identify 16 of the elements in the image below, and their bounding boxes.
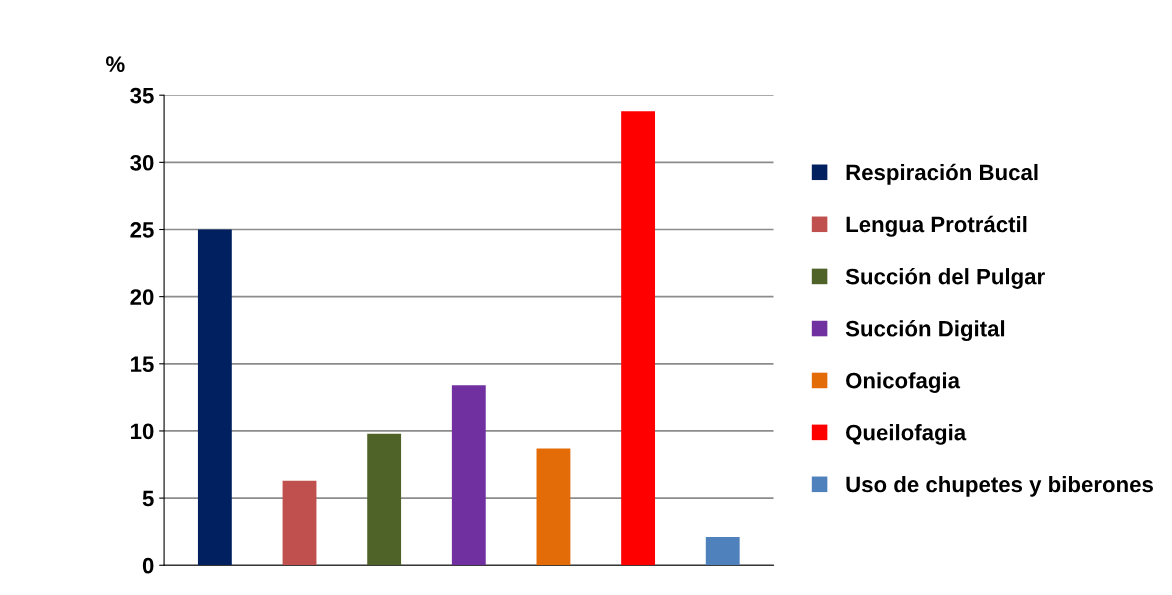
legend-label: Onicofagia bbox=[846, 372, 961, 393]
y-tick-label: 0 bbox=[142, 557, 154, 574]
y-tick-label: 5 bbox=[142, 490, 154, 507]
y-tick-label: 15 bbox=[131, 356, 154, 373]
legend-label: Lengua Protráctil bbox=[846, 215, 1027, 237]
y-tick-label: 20 bbox=[130, 289, 154, 305]
legend-label: Respiración Bucal bbox=[846, 163, 1038, 185]
y-tick-label: 10 bbox=[131, 423, 154, 440]
legend-label: Queilofagia bbox=[846, 424, 967, 445]
legend-label: Succión del Pulgar bbox=[845, 267, 1045, 289]
y-tick-label: 25 bbox=[130, 222, 154, 238]
y-axis-title: % bbox=[106, 56, 125, 72]
y-tick-label: 35 bbox=[130, 87, 154, 104]
y-tick-label: 30 bbox=[130, 154, 154, 171]
legend-label: Uso de chupetes y biberones bbox=[846, 475, 1153, 497]
legend-label: Succión Digital bbox=[845, 320, 1005, 342]
